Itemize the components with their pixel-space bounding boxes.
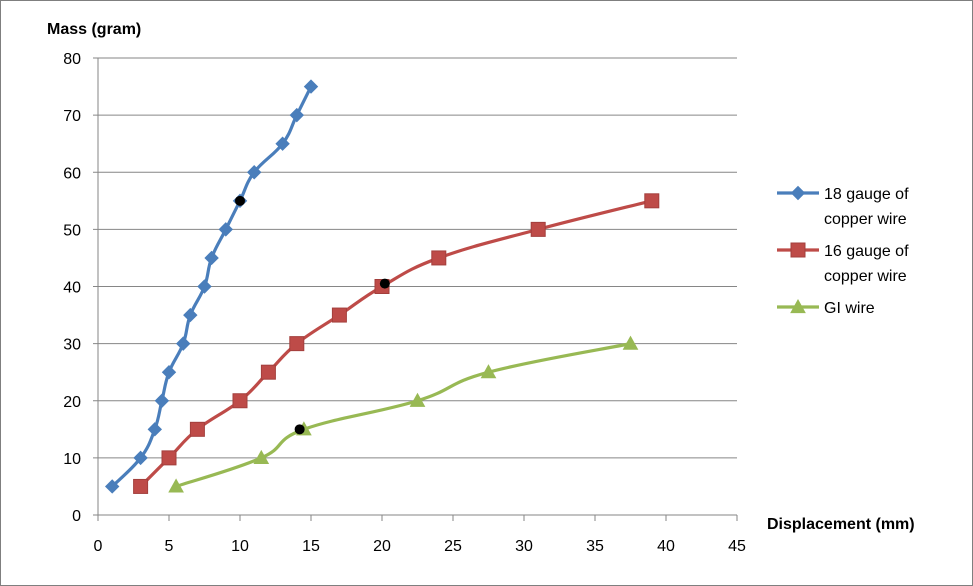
data-point-marker <box>168 478 184 493</box>
x-tick-label: 0 <box>94 538 103 555</box>
legend-label: copper wire <box>824 268 907 285</box>
data-point-marker <box>331 307 347 323</box>
data-point-marker <box>175 336 191 351</box>
data-point-marker <box>183 307 198 323</box>
x-tick-label: 15 <box>302 538 320 555</box>
data-point-marker <box>218 222 234 237</box>
x-tick-labels: 0 5 10 15 20 25 30 35 40 45 <box>94 538 746 555</box>
x-tick-label: 20 <box>373 538 391 555</box>
data-point-marker <box>161 450 177 466</box>
annotation-dot <box>379 278 390 289</box>
gridlines <box>98 57 737 459</box>
data-point-marker <box>289 336 305 352</box>
legend-item: 16 gauge of copper wire <box>777 242 909 285</box>
y-axis-title: Mass (gram) <box>47 21 141 38</box>
legend-marker <box>790 185 806 201</box>
data-point-marker <box>530 221 546 237</box>
legend: 18 gauge of copper wire 16 gauge of copper … <box>777 185 909 317</box>
y-tick-label: 0 <box>72 508 81 525</box>
data-point-marker <box>147 422 163 437</box>
annotation-dots <box>235 195 390 435</box>
data-point-marker <box>133 478 149 494</box>
series-gi-wire <box>168 335 639 493</box>
data-point-marker <box>133 450 148 466</box>
legend-item: 18 gauge of copper wire <box>777 185 909 228</box>
y-tick-label: 70 <box>63 108 81 125</box>
y-tick-label: 60 <box>63 165 81 182</box>
data-point-marker <box>622 335 639 350</box>
data-point-marker <box>253 449 270 464</box>
data-point-marker <box>431 250 447 266</box>
legend-label: 16 gauge of <box>824 243 909 260</box>
series-group <box>104 79 660 494</box>
legend-label: 18 gauge of <box>824 186 909 203</box>
y-tick-label: 10 <box>63 451 81 468</box>
x-axis-title: Displacement (mm) <box>767 516 915 533</box>
axes <box>93 57 738 521</box>
series-16-gauge <box>133 193 660 494</box>
annotation-dot <box>235 195 245 206</box>
y-tick-label: 40 <box>63 280 81 297</box>
data-point-marker <box>189 421 205 437</box>
y-tick-label: 20 <box>63 394 81 411</box>
legend-label: copper wire <box>824 211 907 228</box>
data-point-marker <box>104 479 120 494</box>
data-point-marker <box>275 136 290 151</box>
x-tick-label: 30 <box>515 538 533 555</box>
data-point-marker <box>644 193 660 209</box>
data-point-marker <box>409 392 426 407</box>
series-line <box>174 342 633 489</box>
annotation-dot <box>294 424 305 435</box>
data-point-marker <box>161 364 177 380</box>
x-tick-label: 35 <box>586 538 604 555</box>
data-point-marker <box>480 364 497 379</box>
x-tick-label: 40 <box>657 538 675 555</box>
x-tick-label: 10 <box>231 538 249 555</box>
y-tick-labels: 0 10 20 30 40 50 60 70 80 <box>63 51 81 525</box>
data-point-marker <box>204 250 219 266</box>
series-18-gauge <box>104 79 319 494</box>
x-tick-label: 5 <box>165 538 174 555</box>
y-tick-label: 80 <box>63 51 81 68</box>
y-tick-label: 50 <box>63 222 81 239</box>
legend-item: GI wire <box>777 298 875 317</box>
data-point-marker <box>197 279 212 294</box>
data-point-marker <box>154 393 170 408</box>
x-tick-label: 25 <box>444 538 462 555</box>
data-point-marker <box>289 107 305 123</box>
data-point-marker <box>260 364 276 380</box>
y-tick-label: 30 <box>63 337 81 354</box>
legend-marker <box>790 242 806 258</box>
legend-label: GI wire <box>824 300 875 317</box>
data-point-marker <box>246 165 262 180</box>
data-point-marker <box>232 393 248 409</box>
x-tick-label: 45 <box>728 538 746 555</box>
legend-marker <box>790 298 806 314</box>
data-point-marker <box>303 79 319 94</box>
